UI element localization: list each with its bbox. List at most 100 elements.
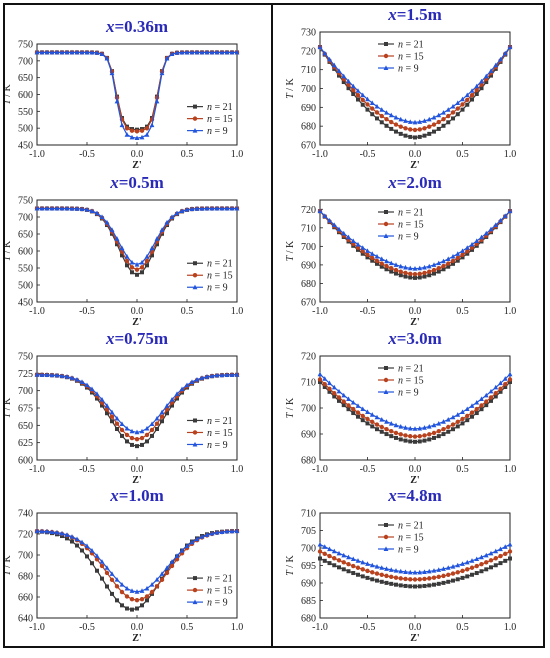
data-point (445, 256, 451, 261)
data-point (144, 425, 150, 431)
data-point (465, 251, 470, 256)
data-point (360, 418, 365, 423)
legend-variable: n (398, 40, 403, 51)
y-tick-label: 700 (301, 404, 316, 415)
y-tick-label: 750 (18, 352, 33, 363)
legend-variable: n (207, 259, 212, 270)
y-axis-label: T / K (2, 240, 13, 261)
data-point (145, 598, 149, 603)
y-tick-label: 710 (301, 509, 316, 520)
data-point (125, 439, 129, 444)
legend-value: 15 (414, 376, 424, 387)
data-point (450, 422, 456, 427)
data-point (365, 248, 370, 253)
legend-equals: = (212, 102, 223, 113)
data-point (109, 414, 115, 419)
data-point (464, 245, 470, 250)
legend-marker (384, 210, 388, 214)
data-point (341, 567, 346, 572)
data-point (375, 578, 379, 583)
data-point (445, 417, 451, 422)
data-point (84, 49, 90, 55)
data-point (375, 427, 379, 432)
data-point (360, 249, 365, 254)
data-point (432, 435, 436, 440)
data-point (149, 421, 155, 427)
data-point (488, 388, 494, 394)
data-point (508, 556, 512, 561)
data-point (446, 261, 451, 266)
data-point (431, 422, 437, 428)
data-point (327, 553, 332, 559)
title-variable: x (109, 173, 119, 192)
data-point (398, 432, 403, 437)
data-point (389, 266, 394, 271)
data-point (407, 425, 413, 431)
data-point (483, 552, 489, 558)
data-point (124, 258, 130, 264)
data-point (417, 584, 422, 589)
data-point (104, 565, 110, 570)
data-point (375, 261, 379, 266)
y-tick-label: 600 (18, 247, 33, 258)
data-point (214, 372, 220, 378)
data-point (175, 396, 179, 401)
legend-label: n = 15 (398, 533, 424, 544)
data-point (469, 410, 475, 415)
data-point (109, 577, 115, 583)
x-tick-label: 0.5 (181, 622, 194, 633)
data-point (341, 560, 346, 565)
chart-panel: x=3.0m 680 690 700 710 720 -1.0 -0.5 0.0 0.5 1.0 Z'… (285, 329, 516, 486)
title-variable: x (109, 486, 119, 505)
data-point (408, 439, 413, 444)
data-point (460, 568, 465, 574)
title-variable: x (105, 329, 115, 348)
y-axis-variable: T (285, 254, 296, 261)
data-point (109, 227, 115, 232)
data-point (413, 135, 417, 140)
x-tick-label: -1.0 (312, 306, 328, 317)
data-point (229, 49, 235, 55)
data-point (189, 49, 195, 55)
data-point (465, 574, 470, 579)
data-point (145, 263, 149, 268)
data-point (446, 424, 451, 430)
legend-value: 9 (414, 232, 419, 243)
legend-label: n = 9 (398, 232, 419, 243)
data-point (446, 579, 451, 584)
data-point (403, 274, 408, 279)
legend-label: n = 21 (398, 521, 424, 532)
data-point (130, 442, 134, 447)
data-point (59, 373, 65, 378)
data-point (427, 131, 432, 136)
data-point (130, 607, 134, 612)
data-point (355, 88, 361, 93)
legend-equals: = (403, 220, 414, 231)
data-point (346, 562, 351, 567)
y-tick-label: 700 (18, 213, 33, 224)
data-point (104, 570, 110, 576)
legend-equals: = (212, 586, 223, 597)
data-point (413, 439, 417, 444)
y-tick-label: 750 (18, 40, 33, 51)
y-tick-label: 700 (301, 84, 316, 95)
y-axis-variable: T (2, 411, 13, 418)
data-point (398, 568, 404, 574)
data-point (389, 126, 394, 131)
x-axis-label: Z' (410, 160, 420, 171)
x-tick-label: -1.0 (29, 149, 45, 160)
data-point (346, 86, 351, 91)
data-point (360, 406, 366, 412)
data-point (365, 96, 370, 102)
y-tick-label: 720 (301, 205, 316, 216)
data-point (474, 406, 479, 412)
data-point (398, 424, 404, 429)
data-point (370, 419, 375, 425)
data-point (465, 102, 470, 107)
data-point (403, 126, 408, 131)
data-point (124, 425, 130, 431)
y-tick-label: 720 (301, 352, 316, 363)
data-point (374, 414, 380, 420)
data-point (346, 82, 351, 87)
data-point (389, 428, 394, 434)
